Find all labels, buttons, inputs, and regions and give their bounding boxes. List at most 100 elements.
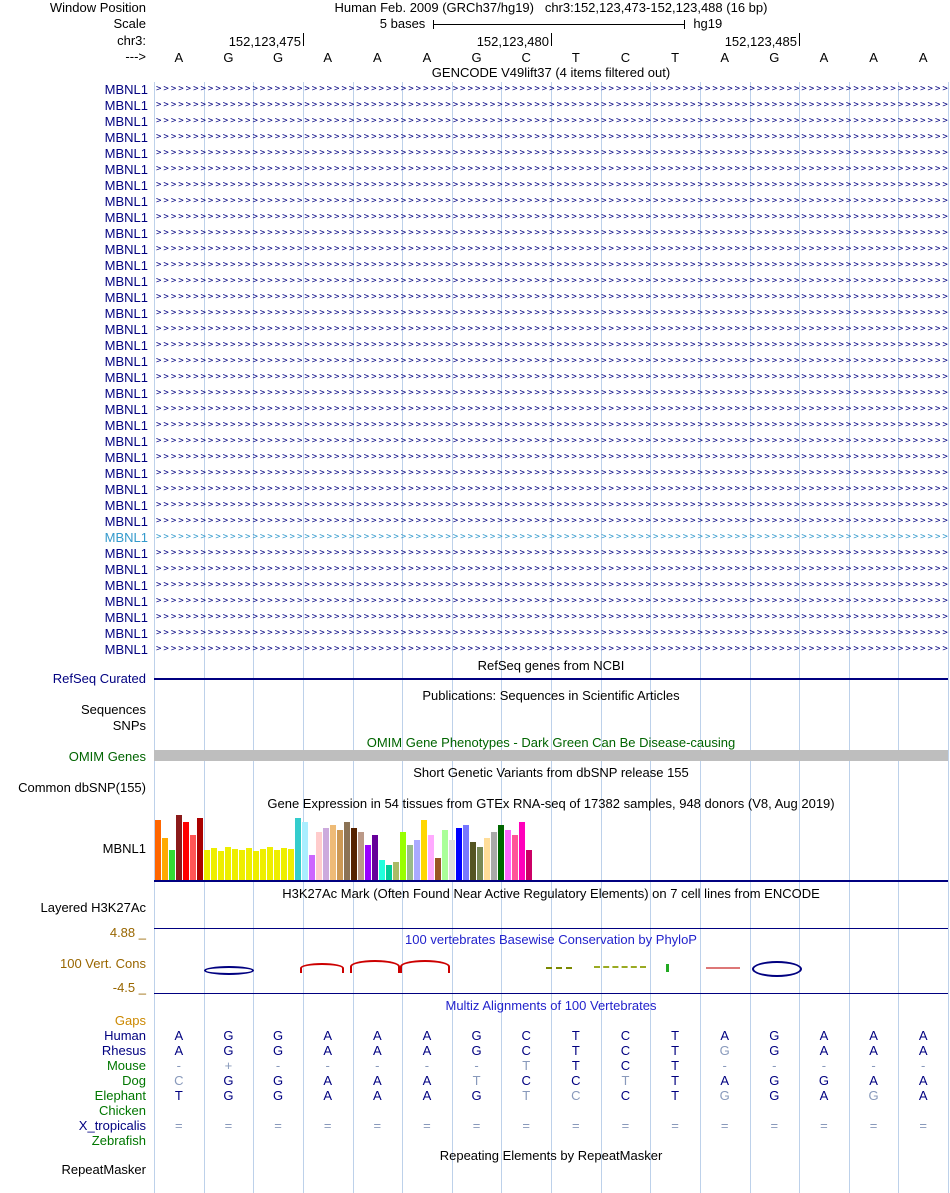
refseq-curated-label[interactable]: RefSeq Curated (52, 671, 146, 686)
gencode-transcript-row[interactable]: MBNL1 >>>>>>>>>>>>>>>>>>>>>>>>>>>>>>>>>>>… (0, 530, 950, 546)
alignment-row-elephant[interactable]: Elephant T G G A A A G T C C T G G A G A (0, 1088, 950, 1103)
gene-label[interactable]: MBNL1 (104, 642, 148, 657)
conservation-signal[interactable] (154, 944, 948, 992)
gencode-transcript-row[interactable]: MBNL1 >>>>>>>>>>>>>>>>>>>>>>>>>>>>>>>>>>>… (0, 114, 950, 130)
sequences-track-label[interactable]: Sequences (80, 702, 146, 717)
repeatmasker-track-label[interactable]: RepeatMasker (61, 1162, 146, 1177)
gene-label[interactable]: MBNL1 (104, 514, 148, 529)
gtex-tissue-bar[interactable] (274, 850, 280, 880)
gtex-tissue-bar[interactable] (400, 832, 406, 880)
gencode-transcript-row[interactable]: MBNL1 >>>>>>>>>>>>>>>>>>>>>>>>>>>>>>>>>>>… (0, 610, 950, 626)
species-label[interactable]: Mouse (106, 1058, 146, 1073)
species-label[interactable]: X_tropicalis (78, 1118, 146, 1133)
gtex-tissue-bar[interactable] (491, 832, 497, 880)
gtex-tissue-bar[interactable] (218, 851, 224, 880)
gtex-tissue-bar[interactable] (442, 830, 448, 880)
gene-label[interactable]: MBNL1 (104, 594, 148, 609)
gtex-tissue-bar[interactable] (421, 820, 427, 880)
gtex-tissue-bar[interactable] (176, 815, 182, 880)
gencode-transcript-row[interactable]: MBNL1 >>>>>>>>>>>>>>>>>>>>>>>>>>>>>>>>>>>… (0, 210, 950, 226)
gencode-transcript-row[interactable]: MBNL1 >>>>>>>>>>>>>>>>>>>>>>>>>>>>>>>>>>>… (0, 466, 950, 482)
gene-label[interactable]: MBNL1 (104, 194, 148, 209)
snps-track-label[interactable]: SNPs (112, 718, 146, 733)
species-label[interactable]: Zebrafish (91, 1133, 146, 1148)
gtex-tissue-bar[interactable] (379, 860, 385, 880)
gene-label[interactable]: MBNL1 (104, 402, 148, 417)
gencode-transcript-row[interactable]: MBNL1 >>>>>>>>>>>>>>>>>>>>>>>>>>>>>>>>>>>… (0, 578, 950, 594)
gtex-tissue-bar[interactable] (260, 849, 266, 880)
gencode-transcript-row[interactable]: MBNL1 >>>>>>>>>>>>>>>>>>>>>>>>>>>>>>>>>>>… (0, 562, 950, 578)
alignment-row-mouse[interactable]: Mouse - + - - - - - T T C T - - - - - (0, 1058, 950, 1073)
gtex-tissue-bar[interactable] (211, 848, 217, 880)
gtex-tissue-bar[interactable] (253, 851, 259, 880)
conservation-track-label[interactable]: 100 Vert. Cons (60, 956, 146, 971)
gencode-transcript-row[interactable]: MBNL1 >>>>>>>>>>>>>>>>>>>>>>>>>>>>>>>>>>>… (0, 402, 950, 418)
species-label[interactable]: Human (104, 1028, 146, 1043)
alignment-row-dog[interactable]: Dog C G G A A A T C C T T A G G A A (0, 1073, 950, 1088)
gtex-tissue-bar[interactable] (323, 828, 329, 880)
gencode-transcript-row[interactable]: MBNL1 >>>>>>>>>>>>>>>>>>>>>>>>>>>>>>>>>>>… (0, 274, 950, 290)
gene-label[interactable]: MBNL1 (104, 98, 148, 113)
gtex-tissue-bar[interactable] (197, 818, 203, 880)
gencode-transcript-row[interactable]: MBNL1 >>>>>>>>>>>>>>>>>>>>>>>>>>>>>>>>>>>… (0, 178, 950, 194)
gtex-tissue-bar[interactable] (162, 838, 168, 880)
species-label[interactable]: Elephant (94, 1088, 146, 1103)
gtex-tissue-bar[interactable] (456, 828, 462, 880)
refseq-curated-item[interactable] (154, 678, 948, 680)
gencode-transcript-row[interactable]: MBNL1 >>>>>>>>>>>>>>>>>>>>>>>>>>>>>>>>>>>… (0, 130, 950, 146)
gtex-tissue-bar[interactable] (428, 835, 434, 880)
gene-label[interactable]: MBNL1 (104, 370, 148, 385)
gencode-transcript-row[interactable]: MBNL1 >>>>>>>>>>>>>>>>>>>>>>>>>>>>>>>>>>>… (0, 514, 950, 530)
gtex-tissue-bar[interactable] (414, 840, 420, 880)
gtex-tissue-bar[interactable] (463, 825, 469, 880)
gencode-transcript-row[interactable]: MBNL1 >>>>>>>>>>>>>>>>>>>>>>>>>>>>>>>>>>>… (0, 338, 950, 354)
gene-label[interactable]: MBNL1 (104, 114, 148, 129)
gtex-tissue-bar[interactable] (281, 848, 287, 880)
gtex-tissue-bar[interactable] (407, 845, 413, 880)
gencode-transcript-row[interactable]: MBNL1 >>>>>>>>>>>>>>>>>>>>>>>>>>>>>>>>>>>… (0, 242, 950, 258)
gtex-tissue-bar[interactable] (183, 822, 189, 880)
gencode-transcript-row[interactable]: MBNL1 >>>>>>>>>>>>>>>>>>>>>>>>>>>>>>>>>>>… (0, 162, 950, 178)
species-label[interactable]: Dog (122, 1073, 146, 1088)
gtex-tissue-bar[interactable] (225, 847, 231, 880)
gtex-tissue-bar[interactable] (477, 847, 483, 880)
species-label[interactable]: Chicken (99, 1103, 146, 1118)
gene-label[interactable]: MBNL1 (104, 578, 148, 593)
gtex-tissue-bar[interactable] (169, 850, 175, 880)
gene-label[interactable]: MBNL1 (104, 258, 148, 273)
gencode-transcript-row[interactable]: MBNL1 >>>>>>>>>>>>>>>>>>>>>>>>>>>>>>>>>>>… (0, 82, 950, 98)
gene-label[interactable]: MBNL1 (104, 178, 148, 193)
gencode-transcript-row[interactable]: MBNL1 >>>>>>>>>>>>>>>>>>>>>>>>>>>>>>>>>>>… (0, 322, 950, 338)
gencode-transcript-row[interactable]: MBNL1 >>>>>>>>>>>>>>>>>>>>>>>>>>>>>>>>>>>… (0, 642, 950, 658)
alignment-row-human[interactable]: Human A G G A A A G C T C T A G A A A (0, 1028, 950, 1043)
gtex-tissue-bar[interactable] (302, 822, 308, 880)
dbsnp-track-label[interactable]: Common dbSNP(155) (18, 780, 146, 795)
species-label[interactable]: Rhesus (101, 1043, 146, 1058)
gtex-tissue-bar[interactable] (512, 835, 518, 880)
alignment-row-zebrafish[interactable]: Zebrafish (0, 1133, 950, 1148)
gtex-tissue-bar[interactable] (155, 820, 161, 880)
alignment-row-rhesus[interactable]: Rhesus A G G A A A G C T C T G G A A A (0, 1043, 950, 1058)
gtex-tissue-bar[interactable] (372, 835, 378, 880)
gene-label[interactable]: MBNL1 (104, 162, 148, 177)
gene-label[interactable]: MBNL1 (104, 434, 148, 449)
gtex-tissue-bar[interactable] (519, 822, 525, 880)
species-label[interactable]: Gaps (114, 1013, 146, 1028)
omim-genes-label[interactable]: OMIM Genes (68, 749, 146, 764)
gene-label[interactable]: MBNL1 (104, 610, 148, 625)
gene-label[interactable]: MBNL1 (104, 274, 148, 289)
gencode-transcript-row[interactable]: MBNL1 >>>>>>>>>>>>>>>>>>>>>>>>>>>>>>>>>>>… (0, 626, 950, 642)
omim-genes-item[interactable] (154, 750, 948, 761)
gtex-tissue-bar[interactable] (526, 850, 532, 880)
gencode-transcript-row[interactable]: MBNL1 >>>>>>>>>>>>>>>>>>>>>>>>>>>>>>>>>>>… (0, 482, 950, 498)
h3k27ac-track-label[interactable]: Layered H3K27Ac (40, 900, 146, 915)
gencode-transcript-row[interactable]: MBNL1 >>>>>>>>>>>>>>>>>>>>>>>>>>>>>>>>>>>… (0, 498, 950, 514)
gene-label[interactable]: MBNL1 (104, 306, 148, 321)
gtex-tissue-bar[interactable] (316, 832, 322, 880)
gene-label[interactable]: MBNL1 (104, 226, 148, 241)
gtex-tissue-bar[interactable] (386, 865, 392, 880)
gene-label[interactable]: MBNL1 (104, 322, 148, 337)
gencode-transcript-row[interactable]: MBNL1 >>>>>>>>>>>>>>>>>>>>>>>>>>>>>>>>>>>… (0, 146, 950, 162)
gencode-transcript-row[interactable]: MBNL1 >>>>>>>>>>>>>>>>>>>>>>>>>>>>>>>>>>>… (0, 386, 950, 402)
gtex-tissue-bar[interactable] (393, 862, 399, 880)
